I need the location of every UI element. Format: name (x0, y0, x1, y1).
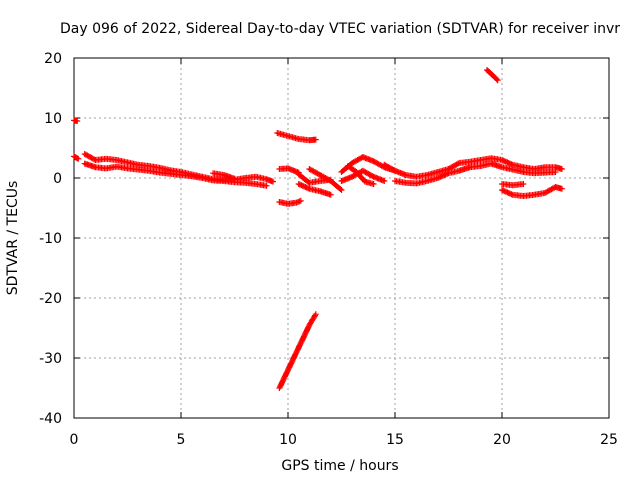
data-segment-5 (274, 130, 319, 144)
data-segment-1 (71, 153, 82, 162)
x-tick-label: 5 (177, 432, 186, 448)
y-tick-label: -40 (39, 411, 62, 427)
data-segment-18 (499, 181, 527, 189)
series-sdtvar (71, 67, 565, 391)
x-tick-label: 20 (493, 432, 511, 448)
x-tick-label: 25 (600, 432, 618, 448)
y-tick-label: -30 (39, 351, 62, 367)
data-marks (71, 67, 565, 391)
y-tick-label: -10 (39, 231, 62, 247)
x-tick-label: 15 (386, 432, 404, 448)
data-segment-17 (484, 67, 501, 84)
x-tick-label: 0 (70, 432, 79, 448)
chart-title: Day 096 of 2022, Sidereal Day-to-day VTE… (60, 21, 620, 37)
data-segment-19 (499, 184, 565, 199)
data-segment-15 (381, 155, 565, 180)
y-tick-label: 10 (44, 111, 62, 127)
data-segment-8 (276, 311, 319, 391)
data-segment-0 (71, 117, 81, 124)
data-segment-4 (210, 170, 238, 182)
y-tick-label: -20 (39, 291, 62, 307)
data-segment-3 (81, 160, 270, 189)
y-tick-label: 20 (44, 51, 62, 67)
data-segment-11 (306, 166, 345, 193)
data-segment-16 (392, 160, 559, 187)
axis-ticks: 0 5 10 15 20 25 20 10 0 -10 -20 -30 -40 (39, 51, 618, 448)
data-segment-10 (295, 181, 334, 198)
y-tick-label: 0 (53, 171, 62, 187)
x-axis-label: GPS time / hours (281, 458, 398, 474)
x-tick-label: 10 (279, 432, 297, 448)
data-segment-7 (276, 197, 304, 207)
data-segment-14 (344, 163, 377, 187)
y-axis-label: SDTVAR / TECUs (5, 181, 21, 296)
grid (74, 58, 609, 418)
